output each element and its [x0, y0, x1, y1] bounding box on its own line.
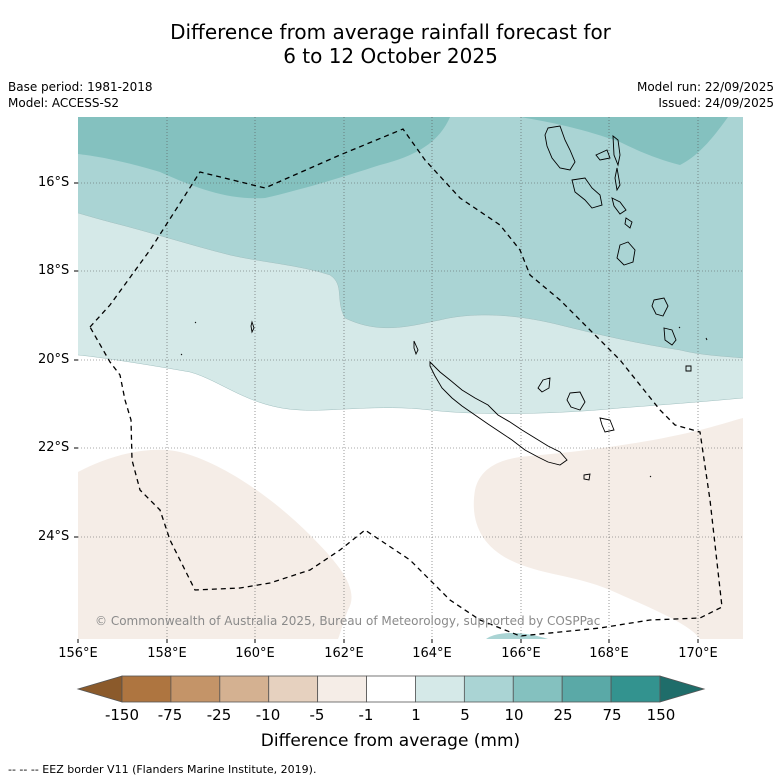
- new-caledonia-coastline: [413, 340, 615, 481]
- colorbar-segment: [512, 675, 563, 703]
- eez-border: [89, 128, 723, 637]
- eez-note: -- -- -- EEZ border V11 (Flanders Marine…: [8, 763, 317, 776]
- colorbar-segment: [561, 675, 612, 703]
- colorbar-segment: [121, 675, 172, 703]
- axis-ticks: [74, 182, 699, 643]
- colorbar-label: 10: [504, 706, 524, 724]
- map-title-line1: Difference from average rainfall forecas…: [170, 20, 611, 44]
- lat-label-22s: 22°S: [38, 440, 70, 455]
- colorbar-label: -5: [309, 706, 325, 724]
- model-name: Model: ACCESS-S2: [8, 96, 120, 110]
- colorbar-label: 5: [460, 706, 470, 724]
- colorbar-segment: [610, 675, 661, 703]
- rain-band-10-25-west: [78, 117, 450, 199]
- grid-lines: [78, 117, 743, 639]
- lon-label-156e: 156°E: [58, 646, 98, 661]
- colorbar-title: Difference from average (mm): [260, 731, 521, 751]
- colorbar-segment: [366, 675, 416, 703]
- rain-band-small-patch: [486, 632, 548, 639]
- lon-label-170e: 170°E: [678, 646, 718, 661]
- colorbar-extend-low: [76, 675, 123, 703]
- lon-label-164e: 164°E: [412, 646, 452, 661]
- map-title-line2: 6 to 12 October 2025: [283, 44, 498, 68]
- lon-label-162e: 162°E: [324, 646, 364, 661]
- lon-label-160e: 160°E: [235, 646, 275, 661]
- colorbar-extend-high: [659, 675, 706, 703]
- colorbar-label: -25: [206, 706, 232, 724]
- colorbar-segment: [317, 675, 367, 703]
- rain-band-10-25-east: [520, 117, 728, 165]
- lat-label-18s: 18°S: [38, 263, 70, 278]
- lon-label-158e: 158°E: [147, 646, 187, 661]
- colorbar-segment: [268, 675, 319, 703]
- lat-label-20s: 20°S: [38, 352, 70, 367]
- small-islets: [180, 320, 708, 478]
- issued-date: Issued: 24/09/2025: [658, 96, 774, 110]
- lon-label-166e: 166°E: [501, 646, 541, 661]
- colorbar-label: -1: [358, 706, 374, 724]
- colorbar-segment: [415, 675, 465, 703]
- base-period: Base period: 1981-2018: [8, 80, 153, 94]
- colorbar-segment: [463, 675, 514, 703]
- copyright-text: © Commonwealth of Australia 2025, Bureau…: [95, 614, 601, 628]
- colorbar-segment: [170, 675, 221, 703]
- map-panel: [78, 117, 743, 639]
- colorbar-label: 25: [553, 706, 573, 724]
- contour-lines: [78, 212, 743, 414]
- lat-label-16s: 16°S: [38, 175, 70, 190]
- vanuatu-coastline: [544, 125, 692, 372]
- colorbar-label: 1: [411, 706, 421, 724]
- model-run: Model run: 22/09/2025: [636, 80, 774, 94]
- lon-label-168e: 168°E: [589, 646, 629, 661]
- colorbar-label: -150: [104, 706, 140, 724]
- colorbar-label: 150: [646, 706, 676, 724]
- rain-band-dry-east: [473, 418, 743, 639]
- colorbar-label: -75: [157, 706, 183, 724]
- lat-label-24s: 24°S: [38, 529, 70, 544]
- colorbar-label: 75: [602, 706, 622, 724]
- colorbar-segment: [219, 675, 270, 703]
- colorbar-label: -10: [255, 706, 281, 724]
- colorbar: [76, 675, 706, 703]
